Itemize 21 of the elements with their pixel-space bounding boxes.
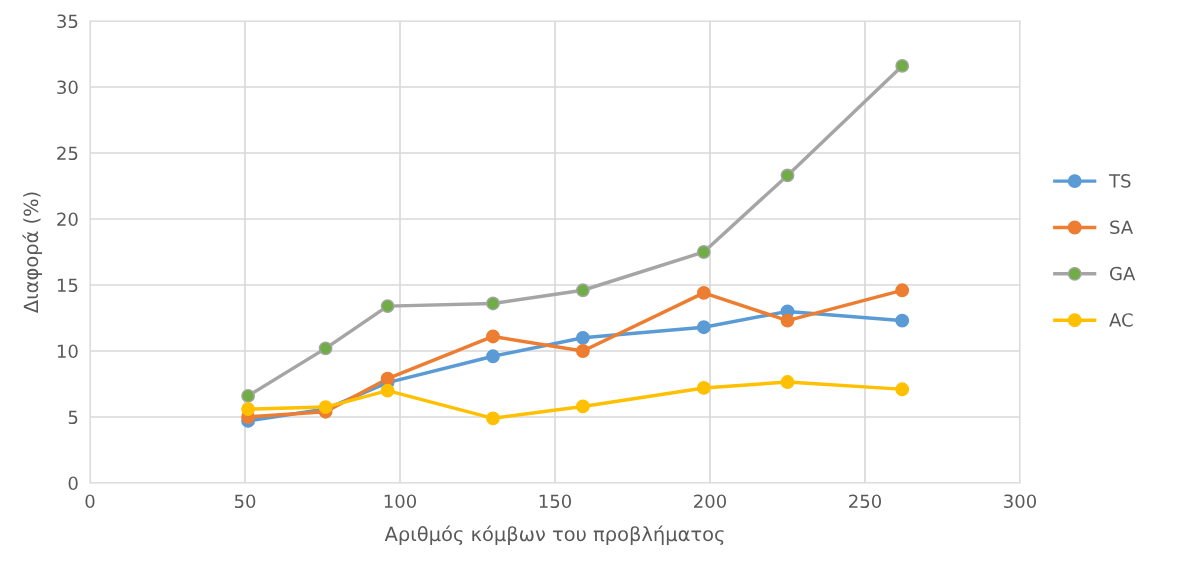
y-tick-label: 0 (68, 476, 78, 491)
x-tick-label: 50 (234, 494, 256, 509)
y-tick-label: 15 (57, 278, 78, 293)
y-tick-label: 30 (57, 80, 78, 95)
y-tick-label: 35 (57, 14, 78, 29)
legend-label: SA (1110, 220, 1134, 235)
x-tick-label: 100 (384, 494, 417, 509)
x-tick-label: 300 (1004, 494, 1037, 509)
y-tick-label: 10 (57, 344, 78, 359)
x-axis-title: Αριθμός κόμβων του προβλήματος (384, 525, 724, 546)
x-tick-label: 200 (694, 494, 727, 509)
y-tick-label: 25 (57, 146, 78, 161)
x-tick-label: 150 (539, 494, 572, 509)
y-tick-label: 20 (57, 212, 78, 227)
legend-label: TS (1108, 174, 1131, 188)
y-tick-label: 5 (68, 410, 78, 425)
x-tick-label: 0 (85, 494, 95, 509)
legend-label: GA (1110, 266, 1136, 281)
legend-label: AC (1109, 313, 1133, 327)
x-tick-label: 250 (849, 494, 882, 509)
y-axis-title: Διαφορά (%) (22, 192, 43, 314)
